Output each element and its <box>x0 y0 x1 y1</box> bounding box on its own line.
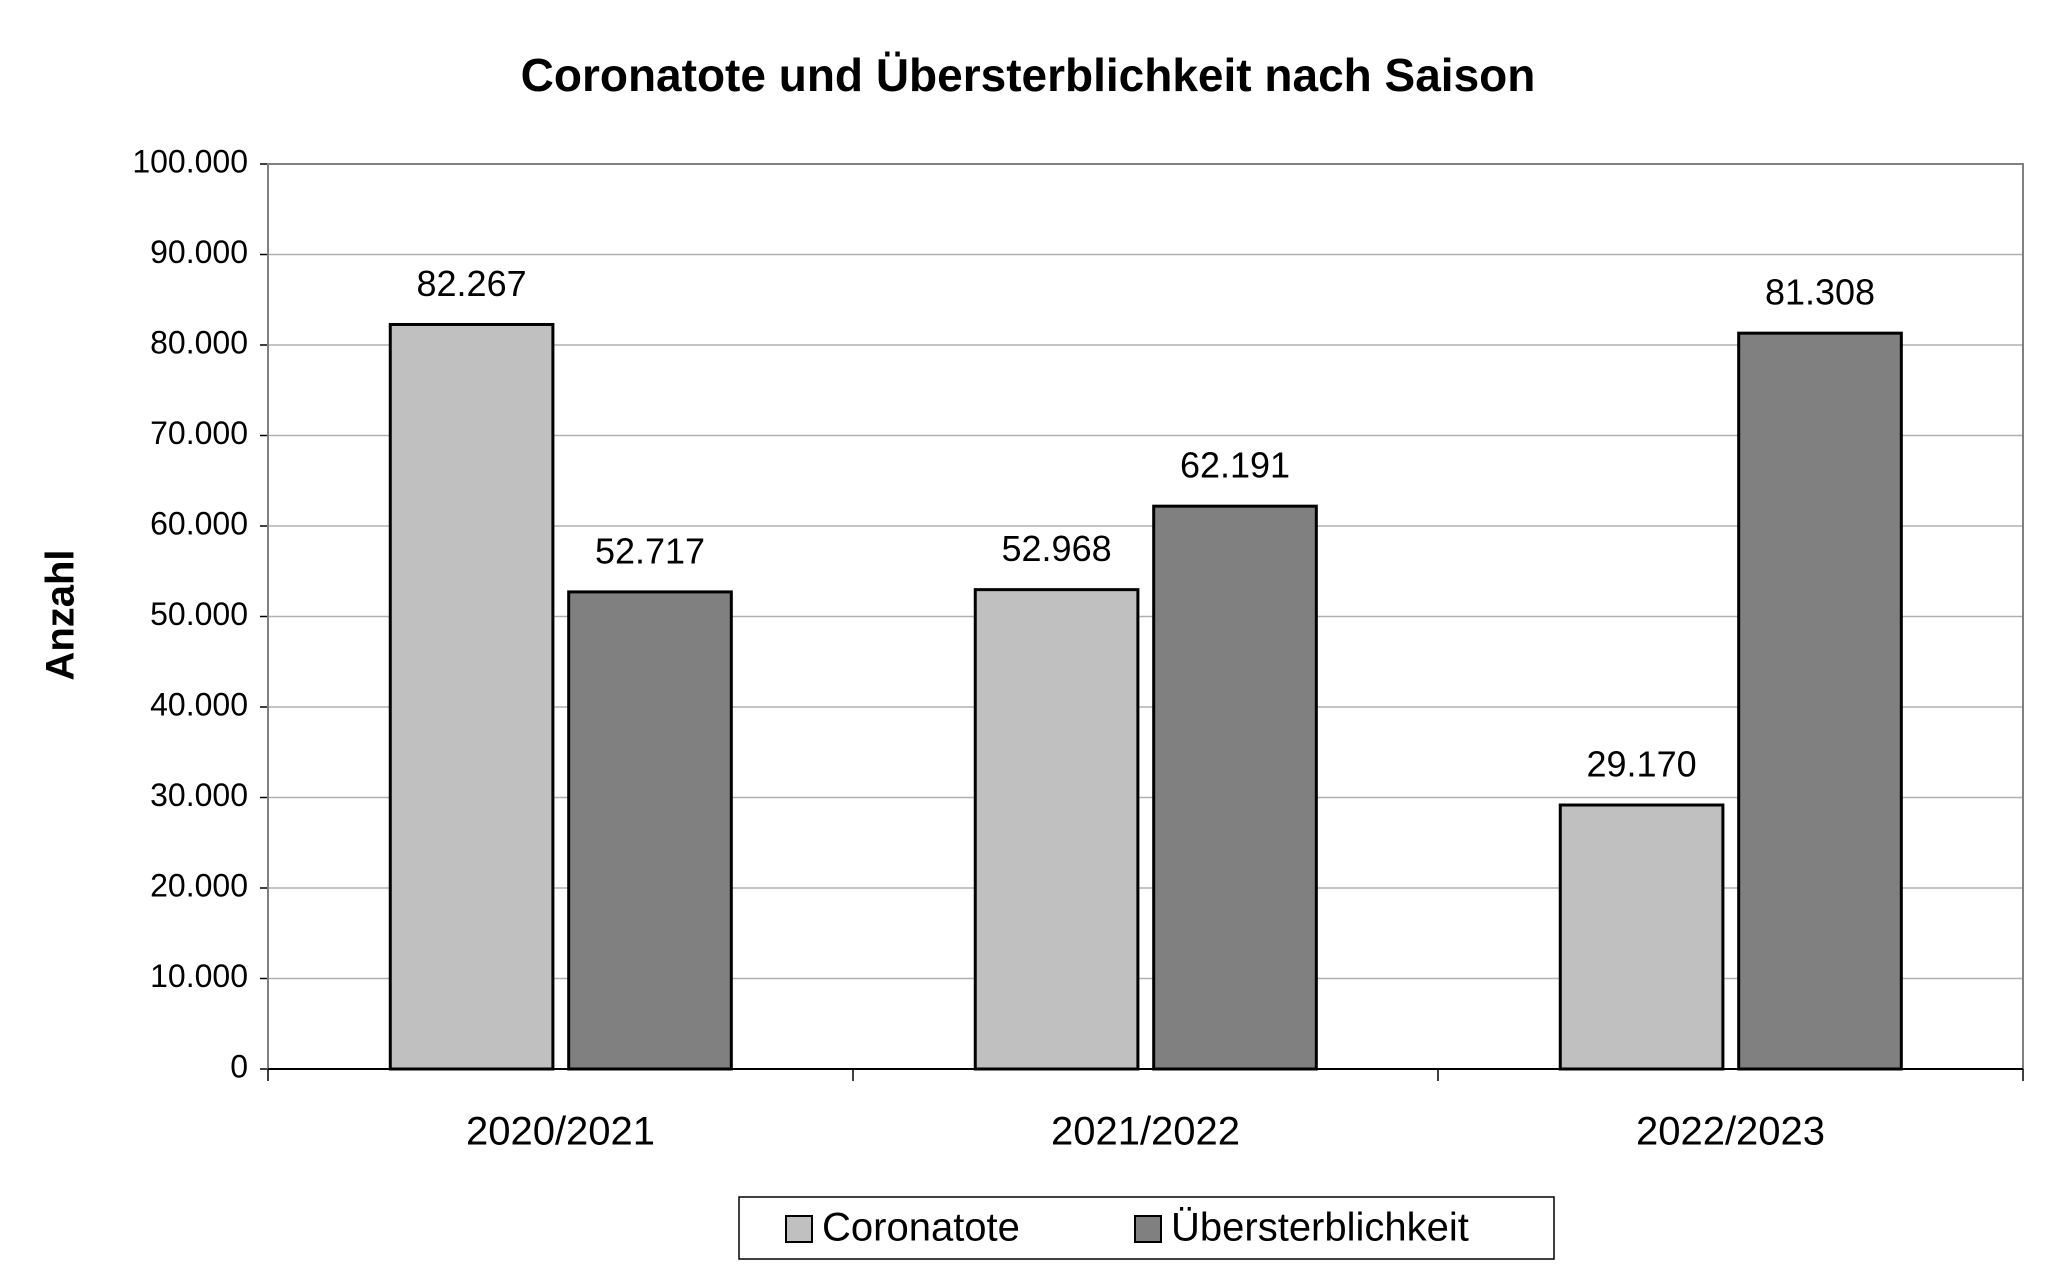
bar <box>973 588 1140 1071</box>
y-tick-label: 100.000 <box>132 143 248 179</box>
value-label: 62.191 <box>1180 445 1290 486</box>
y-axis-label: Anzahl <box>39 549 83 680</box>
y-tick-label: 60.000 <box>150 505 248 541</box>
legend-swatch <box>785 1215 813 1243</box>
x-tick-label: 2020/2021 <box>466 1110 655 1154</box>
bar <box>1558 803 1725 1071</box>
y-tick-label: 30.000 <box>150 777 248 813</box>
y-tick-label: 20.000 <box>150 867 248 903</box>
x-tick-label: 2021/2022 <box>1051 1110 1240 1154</box>
y-tick-label: 70.000 <box>150 415 248 451</box>
value-label: 82.267 <box>417 263 527 304</box>
y-tick-label: 90.000 <box>150 234 248 270</box>
bar <box>1152 504 1318 1071</box>
legend-label: Coronatote <box>822 1206 1020 1250</box>
y-tick-label: 0 <box>230 1048 248 1084</box>
chart-title: Coronatote und Übersterblichkeit nach Sa… <box>521 49 1536 101</box>
value-label: 52.717 <box>595 530 705 571</box>
value-label: 52.968 <box>1002 528 1112 569</box>
x-tick-label: 2022/2023 <box>1636 1110 1825 1154</box>
bar <box>567 590 733 1071</box>
value-label: 29.170 <box>1587 744 1697 785</box>
y-tick-label: 50.000 <box>150 596 248 632</box>
bar <box>388 322 555 1071</box>
bar <box>1737 331 1903 1071</box>
y-tick-label: 10.000 <box>150 958 248 994</box>
y-tick-label: 80.000 <box>150 324 248 360</box>
legend-label: Übersterblichkeit <box>1171 1206 1469 1250</box>
value-label: 81.308 <box>1765 272 1875 313</box>
y-tick-label: 40.000 <box>150 686 248 722</box>
legend-swatch <box>1134 1215 1162 1243</box>
